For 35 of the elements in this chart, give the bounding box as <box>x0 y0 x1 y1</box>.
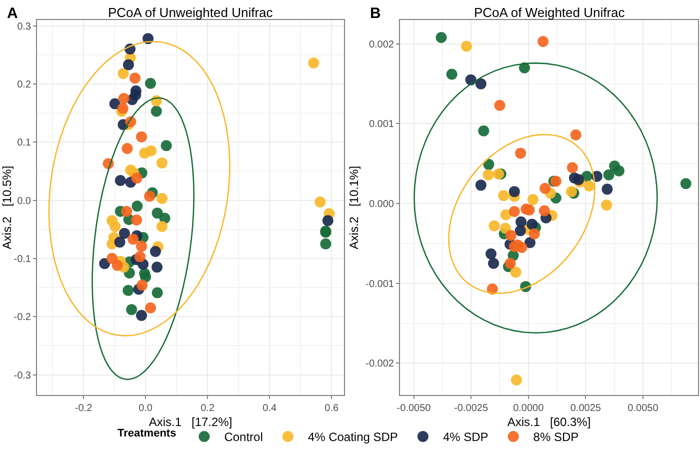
legend-label: 4% Coating SDP <box>308 430 398 444</box>
legend-label: 8% SDP <box>533 430 579 444</box>
text: B <box>370 5 381 22</box>
x-axis-title: Axis.1 [17.2%] <box>148 415 232 430</box>
x-tick-label: -0.0025 <box>454 403 488 414</box>
x-tick-label: 0.0 <box>138 403 153 414</box>
chart-title: PCoA of Weighted Unifrac <box>474 5 626 20</box>
legend-label: 4% SDP <box>442 430 488 444</box>
y-tick-label: -0.001 <box>366 278 394 290</box>
y-tick-label: 0.002 <box>368 39 394 50</box>
y-tick-label: 0.3 <box>17 21 32 32</box>
y-tick-label: -0.002 <box>366 358 394 370</box>
x-tick-label: 0.6 <box>324 403 339 414</box>
y-tick-label: -0.2 <box>14 312 32 324</box>
legend-label: Control <box>224 430 263 444</box>
text: A <box>7 5 18 22</box>
x-tick-label: 0.0000 <box>513 403 544 414</box>
x-axis-title: Axis.1 [60.3%] <box>507 415 591 430</box>
y-tick-label: 0.1 <box>17 138 32 149</box>
y-axis-title: Axis.2 [10.1%] <box>346 166 361 250</box>
y-axis-title: Axis.2 [10.5%] <box>0 166 14 250</box>
x-tick-label: 0.0025 <box>570 403 602 414</box>
y-tick-label: 0.000 <box>368 199 394 210</box>
x-tick-label: 0.0050 <box>628 403 659 414</box>
x-tick-label: 0.4 <box>262 403 277 414</box>
x-tick-label: -0.0050 <box>396 403 432 414</box>
legend-title: Treatments <box>118 427 176 440</box>
y-tick-label: -0.3 <box>14 370 32 382</box>
y-tick-label: 0.001 <box>368 119 394 130</box>
x-tick-label: -0.2 <box>74 403 93 414</box>
y-tick-label: -0.1 <box>14 254 32 265</box>
chart-title: PCoA of Unweighted Unifrac <box>108 5 274 20</box>
y-tick-label: 0.0 <box>17 196 32 207</box>
y-tick-label: 0.2 <box>17 79 32 90</box>
x-tick-label: 0.2 <box>200 403 215 414</box>
